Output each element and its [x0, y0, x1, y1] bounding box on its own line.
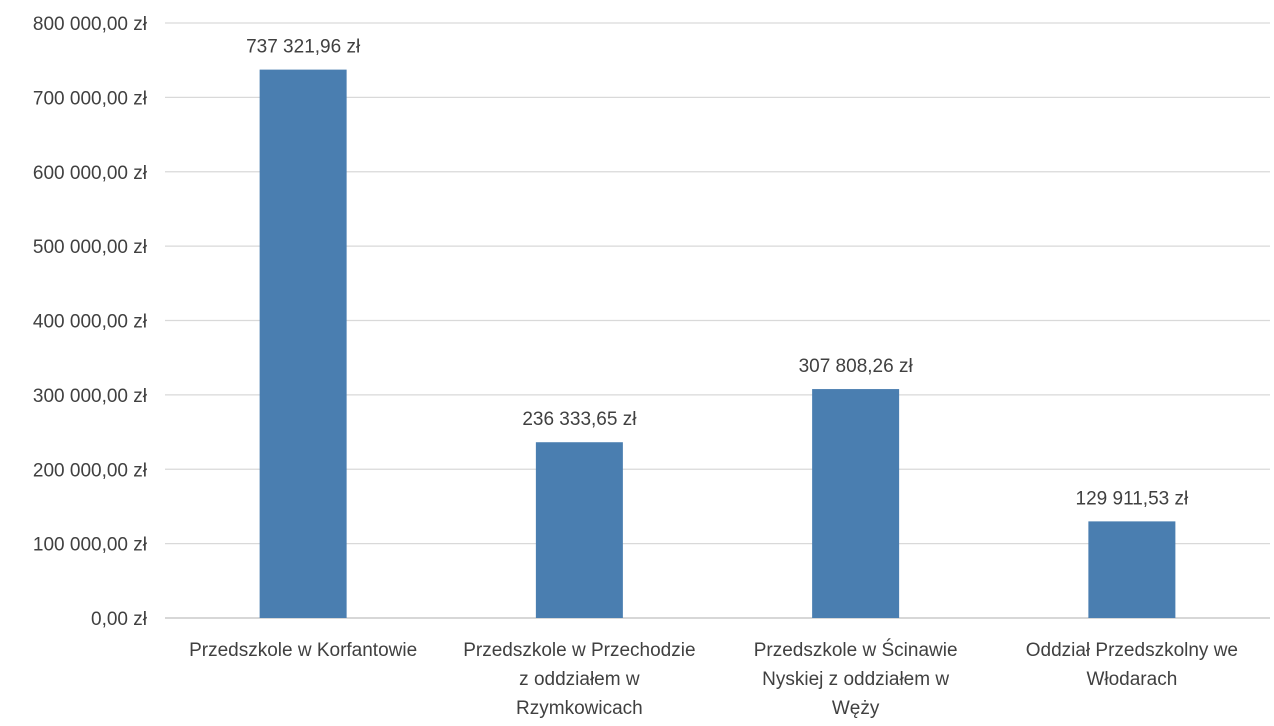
y-tick-label: 700 000,00 zł: [33, 88, 148, 109]
data-label: 129 911,53 zł: [1076, 488, 1189, 509]
data-label: 737 321,96 zł: [246, 37, 361, 58]
x-tick-label: Oddział Przedszkolny we Włodarach: [1026, 640, 1238, 690]
x-tick-label: Przedszkole w Przechodzie z oddziałem w Rz…: [463, 640, 695, 719]
y-tick-label: 600 000,00 zł: [33, 163, 148, 184]
bar: [535, 442, 623, 618]
y-tick-label: 100 000,00 zł: [33, 535, 148, 556]
y-tick-label: 0,00 zł: [91, 609, 148, 630]
x-tick-label: Przedszkole w Ścinawie Nyskiej z oddziałe…: [754, 639, 958, 719]
y-tick-label: 800 000,00 zł: [33, 14, 148, 35]
x-axis-tick-labels: Przedszkole w Korfantowie Przedszkole w P…: [189, 639, 1238, 719]
y-tick-label: 200 000,00 zł: [33, 460, 148, 481]
y-tick-label: 400 000,00 zł: [33, 312, 148, 333]
y-axis-tick-labels: 0,00 zł 100 000,00 zł 200 000,00 zł 300 000…: [33, 14, 148, 630]
gridlines: [165, 22, 1270, 619]
x-tick-label: Przedszkole w Korfantowie: [189, 640, 417, 661]
y-tick-label: 300 000,00 zł: [33, 386, 148, 407]
data-label: 307 808,26 zł: [799, 356, 914, 377]
bar: [812, 389, 900, 618]
y-tick-label: 500 000,00 zł: [33, 237, 148, 258]
data-label: 236 333,65 zł: [522, 409, 637, 430]
data-labels: 737 321,96 zł 236 333,65 zł 307 808,26 zł 1…: [246, 37, 1189, 510]
bar: [1088, 521, 1176, 618]
bars: [259, 69, 1176, 618]
bar: [259, 69, 347, 618]
